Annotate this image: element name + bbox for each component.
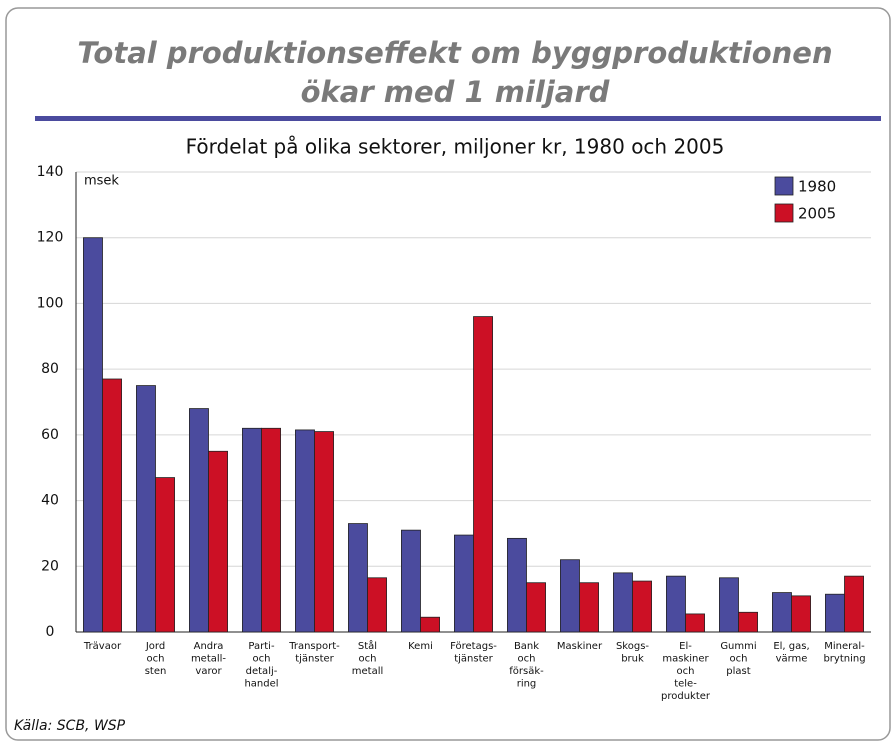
bar (314, 431, 334, 633)
bar (401, 529, 421, 633)
bar (155, 477, 175, 633)
bar (83, 237, 103, 633)
x-tick-label: El-maskiner och tele-produkter (661, 641, 711, 702)
legend-label: 1980 (798, 178, 836, 196)
bar (189, 408, 209, 633)
bar (825, 593, 845, 633)
x-tick-label: Mineral-brytning (823, 641, 865, 665)
x-tick-label: El, gas, värme (773, 641, 809, 665)
x-tick-label: Bank och försäk-ring (509, 641, 544, 690)
x-tick-label: Parti-och detalj-handel (244, 641, 278, 690)
y-tick-label: 120 (37, 230, 64, 246)
bar (738, 611, 758, 633)
bar (261, 427, 281, 633)
y-tick-label: 60 (41, 427, 59, 443)
bar (526, 582, 546, 633)
bar (613, 572, 633, 633)
title-rule (35, 116, 881, 121)
legend-swatch (774, 176, 794, 196)
bar (102, 378, 122, 633)
x-tick-label: Transport-tjänster (288, 641, 340, 665)
bar (560, 559, 580, 633)
bar (685, 613, 705, 633)
bar (579, 582, 599, 633)
legend-swatch (774, 203, 794, 223)
x-tick-label: Stål och metall (352, 639, 384, 677)
y-tick-label: 100 (37, 295, 64, 311)
x-tick-label: Kemi (408, 641, 433, 652)
bar (348, 523, 368, 633)
y-tick-label: 40 (41, 493, 59, 509)
bar (666, 575, 686, 633)
bar (295, 429, 315, 633)
source: Källa: SCB, WSP (14, 718, 126, 734)
bar (844, 575, 864, 633)
bar (367, 577, 387, 633)
legend-label: 2005 (798, 205, 836, 223)
bar (242, 427, 262, 633)
bar (473, 316, 493, 633)
y-tick-label: 140 (37, 164, 64, 180)
chart-title: Total produktionseffekt om byggproduktio… (77, 36, 832, 70)
x-tick-label: Andra metall-varor (191, 641, 226, 677)
y-tick-label: 20 (41, 558, 59, 574)
bar (791, 595, 811, 633)
bar (507, 537, 527, 633)
y-tick-label: 0 (46, 624, 55, 640)
bar (632, 580, 652, 633)
chart-title: ökar med 1 miljard (301, 75, 610, 109)
bar (454, 534, 474, 633)
x-tick-label: Gummi och plast (720, 641, 756, 677)
bar (136, 385, 156, 633)
bar (208, 450, 228, 633)
bar (772, 592, 792, 633)
y-tick-label: 80 (41, 361, 59, 377)
chart-subtitle: Fördelat på olika sektorer, miljoner kr,… (186, 135, 725, 159)
bar (420, 616, 440, 633)
x-tick-label: Maskiner (557, 641, 603, 652)
x-tick-label: Företags-tjänster (450, 641, 497, 665)
y-axis-label: msek (84, 174, 119, 189)
bar (719, 577, 739, 633)
x-tick-label: Skogs-bruk (616, 641, 649, 665)
x-tick-label: Trävaor (83, 641, 122, 652)
x-tick-label: Jord och sten (145, 641, 167, 677)
